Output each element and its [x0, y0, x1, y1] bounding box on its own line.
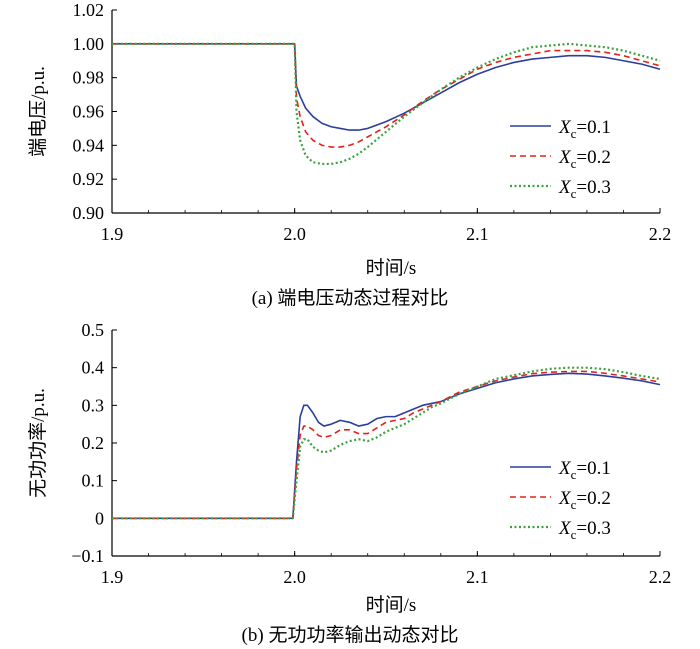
legend-item-2: Xc=0.2 — [510, 147, 611, 171]
chart-a: 1.9 2.0 2.1 2.2 0.90 0.92 0.94 0.96 0.98 1.00 1.02… — [27, 0, 671, 309]
y-tick-label: 0.94 — [73, 135, 105, 155]
series-line-2 — [112, 43, 661, 148]
legend-item-3: Xc=0.3 — [510, 518, 611, 542]
x-axis-label: 时间/s — [366, 257, 417, 279]
x-axis-label: 时间/s — [366, 594, 417, 616]
figure-caption: (b) 无功功率输出动态对比 — [242, 624, 459, 646]
y-tick-label: 0.92 — [73, 169, 105, 189]
series-line-3 — [112, 42, 661, 166]
y-tick-label: 0.3 — [82, 395, 105, 415]
y-tick-label: 0.2 — [82, 433, 105, 453]
chart-b: 1.9 2.0 2.1 2.2 −0.1 0 0.1 0.2 0.3 0.4 0.5 时间/s 无功功率… — [27, 320, 671, 646]
figure-caption: (a) 端电压动态过程对比 — [252, 287, 449, 309]
x-tick-label: 2.2 — [649, 567, 672, 587]
y-tick-label: 0.96 — [73, 102, 105, 122]
y-axis-label: 端电压/p.u. — [27, 66, 49, 157]
legend-label: Xc=0.3 — [558, 518, 611, 542]
series-line-2 — [112, 370, 661, 520]
x-tick-label: 2.2 — [649, 224, 672, 244]
x-tick-label: 2.1 — [466, 567, 489, 587]
x-tick-label: 2.0 — [283, 224, 306, 244]
y-tick-label: 0.1 — [82, 471, 105, 491]
x-tick-label: 1.9 — [101, 567, 124, 587]
y-tick-label: −0.1 — [71, 546, 104, 566]
y-axis-label: 无功功率/p.u. — [27, 388, 49, 498]
y-tick-label: 0.90 — [73, 203, 105, 223]
legend-label: Xc=0.1 — [558, 117, 611, 141]
legend-label: Xc=0.2 — [558, 488, 611, 512]
legend-label: Xc=0.3 — [558, 177, 611, 201]
legend-label: Xc=0.1 — [558, 458, 611, 482]
legend-item-3: Xc=0.3 — [510, 177, 611, 201]
y-tick-label: 0.5 — [82, 320, 105, 340]
y-tick-label: 0.98 — [73, 68, 105, 88]
series-line-1 — [112, 372, 661, 520]
legend-item-1: Xc=0.1 — [510, 458, 611, 482]
y-tick-label: 0.4 — [82, 358, 105, 378]
series-line-3 — [112, 366, 661, 520]
x-tick-label: 2.0 — [283, 567, 306, 587]
legend-label: Xc=0.2 — [558, 147, 611, 171]
legend-item-1: Xc=0.1 — [510, 117, 611, 141]
x-tick-label: 2.1 — [466, 224, 489, 244]
y-tick-label: 0 — [95, 508, 104, 528]
y-tick-label: 1.00 — [73, 34, 105, 54]
legend-item-2: Xc=0.2 — [510, 488, 611, 512]
y-tick-label: 1.02 — [73, 0, 105, 20]
x-tick-label: 1.9 — [101, 224, 124, 244]
